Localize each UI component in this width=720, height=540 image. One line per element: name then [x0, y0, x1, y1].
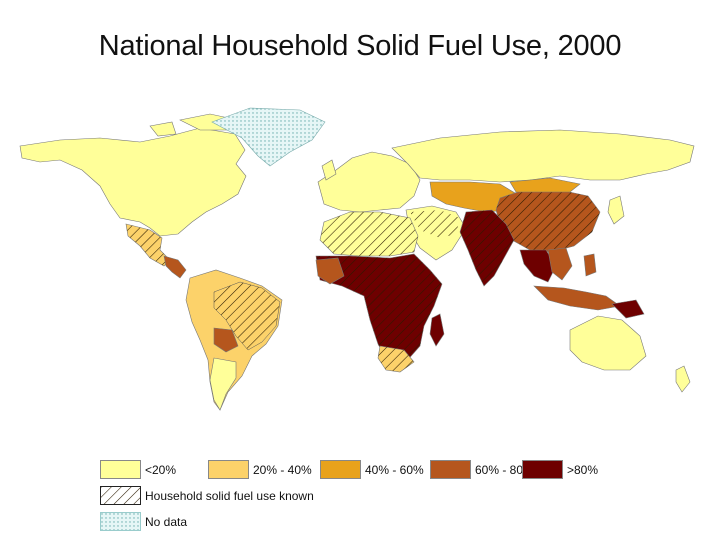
region-russia: [391, 129, 695, 183]
legend-item-lt20: <20%: [100, 460, 176, 479]
legend-swatch: [208, 460, 249, 479]
region-central-america: [163, 255, 187, 279]
region-madagascar: [429, 313, 445, 347]
legend-swatch: [430, 460, 471, 479]
region-sub-saharan-hatch: [316, 254, 442, 364]
region-papua: [611, 299, 645, 319]
world-map: [19, 107, 695, 411]
region-indochina: [547, 247, 573, 281]
region-southern-africa-hatch: [378, 346, 414, 372]
region-southern-cone: [209, 357, 237, 411]
legend-hatch-swatch: [100, 486, 141, 505]
region-mongolia: [509, 177, 581, 193]
region-philippines: [583, 253, 597, 277]
region-uk: [321, 159, 337, 181]
region-south-asia-hatch: [460, 210, 514, 286]
legend-item-hatch: Household solid fuel use known: [100, 486, 314, 505]
legend-nodata-swatch: [100, 512, 141, 531]
region-greenland: [211, 107, 326, 167]
legend-label: 60% - 80%: [475, 462, 534, 477]
legend-label: No data: [145, 514, 188, 529]
legend-label: 20% - 40%: [253, 462, 312, 477]
region-europe: [317, 151, 421, 213]
region-mexico-hatch: [126, 224, 170, 266]
region-australia: [569, 315, 647, 371]
region-southeast-asia: [519, 249, 557, 283]
region-japan: [607, 195, 625, 225]
region-new-zealand: [675, 365, 691, 393]
map-title: National Household Solid Fuel Use, 2000: [98, 30, 622, 62]
region-middle-east-hatch: [410, 210, 460, 238]
legend-item-60-80: 60% - 80%: [430, 460, 534, 479]
legend: <20% 20% - 40% 40% - 60% 60% - 80% >80% …: [100, 460, 620, 538]
region-west-africa: [315, 257, 345, 285]
legend-swatch: [100, 460, 141, 479]
legend-label: 40% - 60%: [365, 462, 424, 477]
legend-label: >80%: [567, 462, 599, 477]
legend-swatch: [522, 460, 563, 479]
region-canada-islands: [149, 121, 177, 137]
region-north-africa-hatch: [320, 212, 418, 256]
legend-swatch: [320, 460, 361, 479]
region-north-america: [19, 127, 247, 237]
region-bolivia: [213, 327, 239, 353]
legend-label: Household solid fuel use known: [145, 488, 314, 503]
legend-item-nodata: No data: [100, 512, 187, 531]
legend-label: <20%: [145, 462, 177, 477]
region-indonesia: [533, 285, 621, 311]
region-china-hatch: [496, 188, 600, 252]
legend-item-gt80: >80%: [522, 460, 598, 479]
region-brazil-hatch: [213, 281, 281, 351]
legend-item-20-40: 20% - 40%: [208, 460, 312, 479]
legend-item-40-60: 40% - 60%: [320, 460, 424, 479]
